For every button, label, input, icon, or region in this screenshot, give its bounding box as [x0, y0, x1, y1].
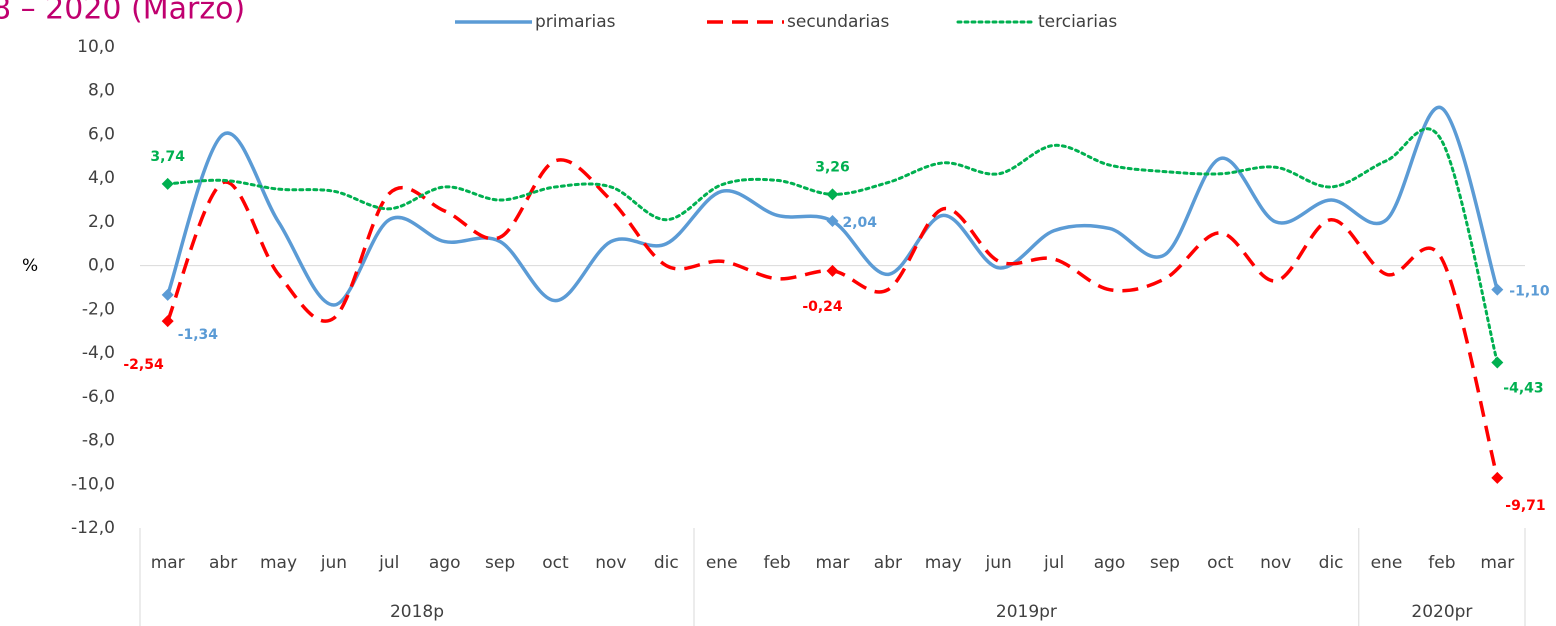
x-tick-label: ago: [1094, 553, 1126, 573]
x-tick-label: oct: [1207, 553, 1234, 573]
y-tick-label: -2,0: [82, 299, 115, 319]
x-tick-label: sep: [485, 553, 515, 573]
marker: [161, 315, 174, 328]
marker: [826, 264, 839, 277]
legend-label: secundarias: [787, 12, 890, 32]
x-tick-label: nov: [1260, 553, 1291, 573]
y-tick-label: 10,0: [77, 37, 115, 57]
y-tick-label: -6,0: [82, 387, 115, 407]
y-tick-label: 6,0: [88, 124, 115, 144]
x-tick-label: may: [925, 553, 962, 573]
group-label: 2018p: [390, 602, 444, 622]
marker: [1491, 356, 1504, 369]
legend-label: primarias: [535, 12, 616, 32]
y-tick-label: -8,0: [82, 431, 115, 451]
y-tick-label: 0,0: [88, 256, 115, 276]
x-tick-label: oct: [542, 553, 569, 573]
x-tick-label: jun: [985, 553, 1012, 573]
x-tick-label: dic: [1319, 553, 1344, 573]
x-tick-label: jul: [378, 553, 399, 573]
x-tick-label: abr: [209, 553, 237, 573]
x-tick-label: ene: [1371, 553, 1403, 573]
marker: [161, 177, 174, 190]
x-tick-label: sep: [1150, 553, 1180, 573]
data-label: -4,43: [1503, 380, 1543, 396]
x-tick-label: ago: [429, 553, 461, 573]
chart-title: 8 – 2020 (Marzo): [0, 0, 245, 27]
y-axis-label: %: [22, 256, 38, 276]
x-tick-label: mar: [816, 553, 850, 573]
marker: [1491, 283, 1504, 296]
data-label: -1,10: [1509, 284, 1550, 300]
group-label: 2020pr: [1411, 602, 1472, 622]
y-tick-label: 8,0: [88, 81, 115, 101]
data-label: -2,54: [123, 357, 164, 373]
data-label: -9,71: [1505, 498, 1545, 514]
series-line: [166, 105, 1499, 307]
marker: [161, 288, 174, 301]
y-tick-label: 2,0: [88, 212, 115, 232]
x-tick-label: jun: [320, 553, 347, 573]
x-tick-label: may: [260, 553, 297, 573]
x-tick-label: ene: [706, 553, 738, 573]
x-tick-label: jul: [1043, 553, 1064, 573]
data-label: 3,26: [815, 159, 850, 175]
legend-label: terciarias: [1038, 12, 1117, 32]
y-tick-label: -12,0: [71, 518, 115, 538]
marker: [1491, 471, 1504, 484]
group-label: 2019pr: [996, 602, 1057, 622]
x-tick-label: feb: [763, 553, 790, 573]
data-label: 3,74: [150, 149, 185, 165]
x-tick-label: mar: [1480, 553, 1514, 573]
x-tick-label: feb: [1428, 553, 1455, 573]
x-tick-label: dic: [654, 553, 679, 573]
series-line: [166, 158, 1499, 479]
x-tick-label: mar: [151, 553, 185, 573]
series-line: [166, 127, 1499, 364]
x-tick-label: nov: [595, 553, 626, 573]
x-tick-label: abr: [874, 553, 902, 573]
y-tick-label: -10,0: [71, 474, 115, 494]
y-tick-label: 4,0: [88, 168, 115, 188]
marker: [826, 215, 839, 228]
data-label: 2,04: [843, 215, 878, 231]
data-label: -0,24: [802, 299, 843, 315]
data-label: -1,34: [178, 327, 219, 343]
marker: [826, 188, 839, 201]
y-tick-label: -4,0: [82, 343, 115, 363]
